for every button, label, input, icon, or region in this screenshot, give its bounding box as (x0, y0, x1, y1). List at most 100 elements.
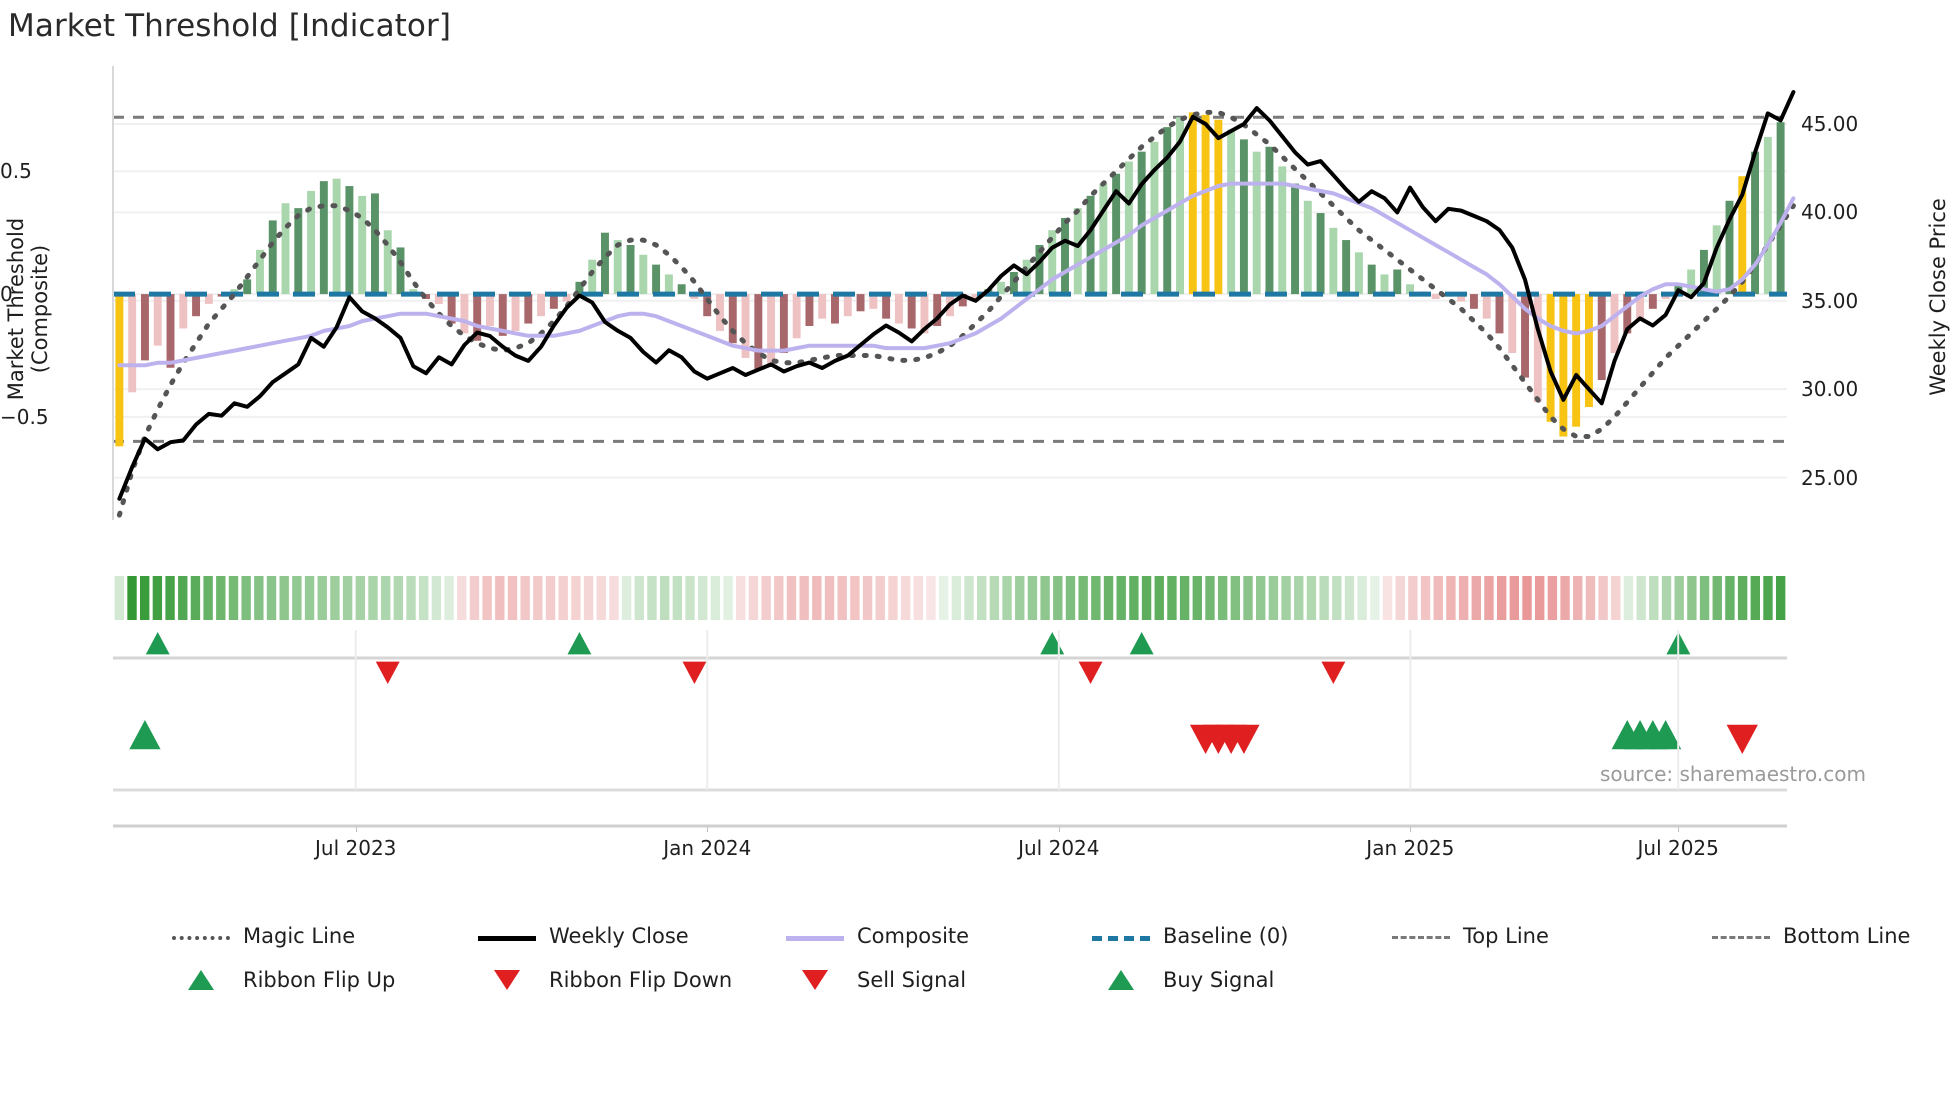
histogram-bar (268, 220, 277, 295)
histogram-bar (128, 294, 137, 393)
ribbon-cell (1573, 576, 1583, 620)
histogram-bar (153, 294, 162, 346)
histogram-bar (537, 294, 546, 317)
histogram-bar (664, 274, 673, 295)
histogram-bar (613, 240, 622, 295)
histogram-bar (447, 294, 456, 324)
histogram-bar (1112, 173, 1121, 295)
ribbon-flip-down-marker (682, 661, 707, 684)
ribbon-cell (609, 576, 619, 620)
legend-item-buy-signal[interactable]: Buy Signal (1092, 968, 1274, 992)
ribbon-cell (1002, 576, 1012, 620)
ribbon-cell (1141, 576, 1152, 620)
ribbon-cell (178, 576, 188, 620)
histogram-bar (1584, 294, 1593, 408)
y-tick-right: 30.00 (1801, 377, 1859, 402)
ribbon-cell (1015, 576, 1025, 620)
ribbon-cell (799, 576, 809, 620)
histogram-bar (1699, 249, 1708, 295)
histogram-bar (473, 294, 482, 341)
ribbon-cell (748, 576, 759, 620)
legend-item-top-line[interactable]: Top Line (1392, 924, 1549, 948)
histogram-bar (1380, 274, 1389, 295)
ribbon-cell (1496, 576, 1507, 620)
legend-item-magic-line[interactable]: Magic Line (172, 924, 355, 948)
legend-item-label: Weekly Close (549, 924, 689, 948)
histogram-bar (1201, 114, 1210, 295)
ribbon-cell (368, 576, 378, 620)
histogram-bar (779, 294, 788, 354)
histogram-bar (1099, 183, 1108, 295)
buy-signal-marker (1649, 720, 1682, 750)
legend-item-composite[interactable]: Composite (786, 924, 969, 948)
histogram-bar (281, 203, 290, 295)
histogram-bar (997, 281, 1006, 295)
legend-swatch (1092, 970, 1150, 990)
ribbon-cell (786, 576, 797, 620)
triangle-up-icon (188, 970, 214, 990)
histogram-bar (1559, 294, 1568, 437)
histogram-bar (332, 178, 341, 295)
ribbon-cell (977, 576, 987, 620)
y-tick-right: 25.00 (1801, 465, 1859, 490)
ribbon-cell (596, 576, 606, 620)
histogram-bar (767, 294, 776, 366)
histogram-bar (1482, 294, 1491, 319)
ribbon-cell (938, 576, 949, 620)
ribbon-cell (1611, 576, 1621, 620)
legend-item-label: Sell Signal (857, 968, 967, 992)
legend-swatch (478, 926, 536, 946)
histogram-bar (294, 208, 303, 295)
histogram-bar (1022, 259, 1031, 295)
histogram-bar (1610, 294, 1619, 354)
ribbon-cell (1395, 576, 1405, 620)
ribbon-cell (228, 576, 239, 620)
ribbon-cell (1078, 576, 1088, 620)
histogram-bar (1367, 264, 1376, 295)
legend-item-label: Top Line (1463, 924, 1549, 948)
histogram-bar (856, 294, 865, 312)
histogram-bar (1086, 195, 1095, 295)
legend-line-swatch (1092, 936, 1150, 941)
ribbon-cell (342, 576, 353, 620)
ribbon-cell (647, 576, 657, 620)
histogram-bar (1533, 294, 1542, 403)
legend-swatch (1712, 926, 1770, 946)
legend-line-swatch (172, 936, 230, 940)
histogram-bar (396, 247, 405, 295)
histogram-bar (1393, 269, 1402, 295)
histogram-bar (243, 279, 252, 295)
ribbon-cell (1598, 576, 1608, 620)
y-tick-right: 45.00 (1801, 111, 1859, 136)
histogram-bar (882, 294, 891, 319)
magic-line (116, 109, 1796, 518)
y-tick-left: 0.5 (0, 159, 32, 184)
legend-item-bottom-line[interactable]: Bottom Line (1712, 924, 1910, 948)
legend-item-weekly-close[interactable]: Weekly Close (478, 924, 689, 948)
ribbon-cell (304, 576, 315, 620)
ribbon-cell (1103, 576, 1114, 620)
histogram-bar (1354, 252, 1363, 295)
legend-item-ribbon-flip-up[interactable]: Ribbon Flip Up (172, 968, 395, 992)
ribbon-cell (1256, 576, 1266, 620)
legend-item-sell-signal[interactable]: Sell Signal (786, 968, 966, 992)
histogram-bar (511, 294, 520, 331)
histogram-bar (1751, 151, 1760, 295)
histogram-bar (383, 230, 392, 295)
ribbon-cell (495, 576, 505, 620)
histogram-bar (345, 186, 354, 295)
histogram-bar (1061, 217, 1069, 295)
legend-item-ribbon-flip-down[interactable]: Ribbon Flip Down (478, 968, 732, 992)
histogram-bar (754, 294, 763, 371)
ribbon-flip-up-marker (1040, 632, 1065, 655)
legend-item-label: Bottom Line (1783, 924, 1911, 948)
legend-item-baseline-0[interactable]: Baseline (0) (1092, 924, 1288, 948)
ribbon-cell (634, 576, 644, 620)
histogram-bar (933, 294, 942, 327)
ribbon-cell (1179, 576, 1190, 620)
ribbon-cell (419, 576, 429, 620)
ribbon-cell (1687, 576, 1697, 620)
ribbon-cell (571, 576, 581, 620)
ribbon-flip-up-marker (567, 632, 592, 655)
ribbon-cell (1408, 576, 1418, 620)
